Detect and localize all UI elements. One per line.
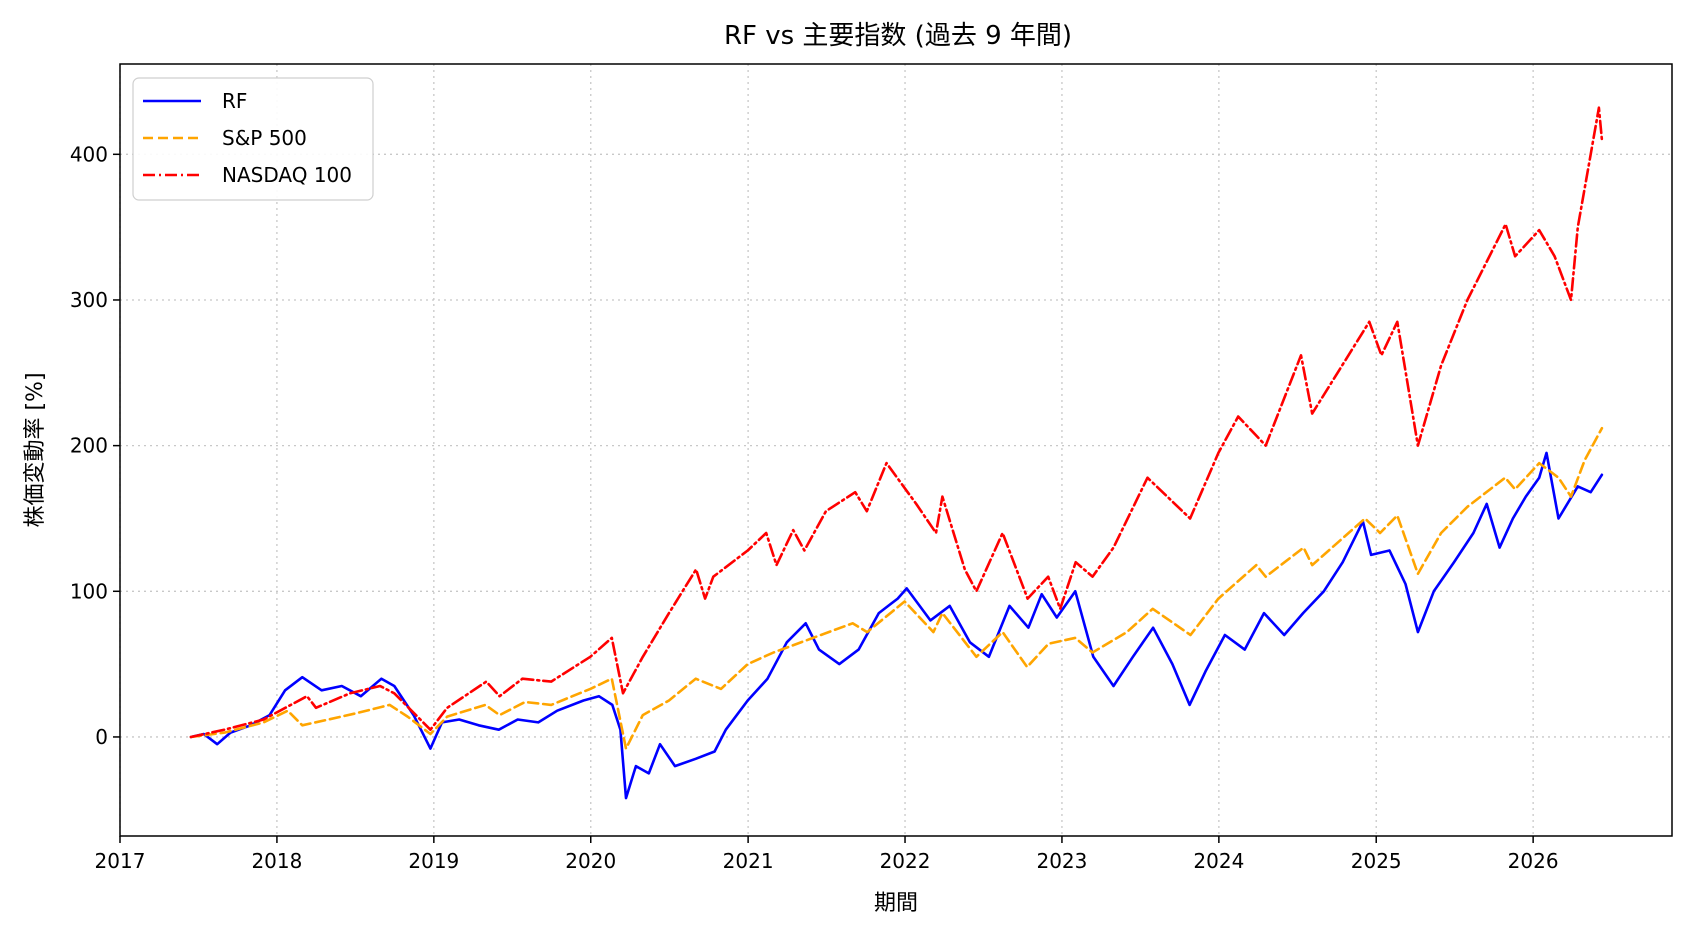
x-tick-label: 2019 [408,849,459,873]
x-axis-label: 期間 [874,891,918,916]
x-tick-label: 2022 [880,849,931,873]
y-axis-label: 株価変動率 [%] [23,372,48,527]
legend-label: NASDAQ 100 [222,163,352,187]
y-tick-label: 100 [70,579,108,603]
grid [119,64,1672,836]
series-line-nasdaq-100 [189,106,1604,739]
x-tick-label: 2017 [95,849,146,873]
x-tick-label: 2025 [1351,849,1402,873]
y-tick-label: 0 [95,725,108,749]
chart-title: RF vs 主要指数 (過去 9 年間) [724,21,1072,51]
y-axis: 0 100 200 300 400 [70,142,120,749]
series-line-rf [189,451,1604,800]
y-tick-label: 400 [70,142,108,166]
x-tick-label: 2018 [251,849,302,873]
y-tick-label: 200 [70,434,108,458]
x-axis: 2017 2018 2019 2020 2021 2022 2023 2024 2025 2026 [95,836,1559,873]
series-line-s-p-500 [189,426,1604,750]
x-tick-label: 2023 [1036,849,1087,873]
x-tick-label: 2024 [1193,849,1244,873]
legend-box [132,77,374,201]
x-tick-label: 2026 [1508,849,1559,873]
legend-label: S&P 500 [222,126,307,150]
legend: RF S&P 500 NASDAQ 100 [132,77,374,201]
y-tick-label: 300 [70,288,108,312]
x-tick-label: 2020 [565,849,616,873]
plot-frame [119,63,1673,837]
x-tick-label: 2021 [723,849,774,873]
legend-label: RF [222,89,247,113]
series-layer [189,106,1604,800]
